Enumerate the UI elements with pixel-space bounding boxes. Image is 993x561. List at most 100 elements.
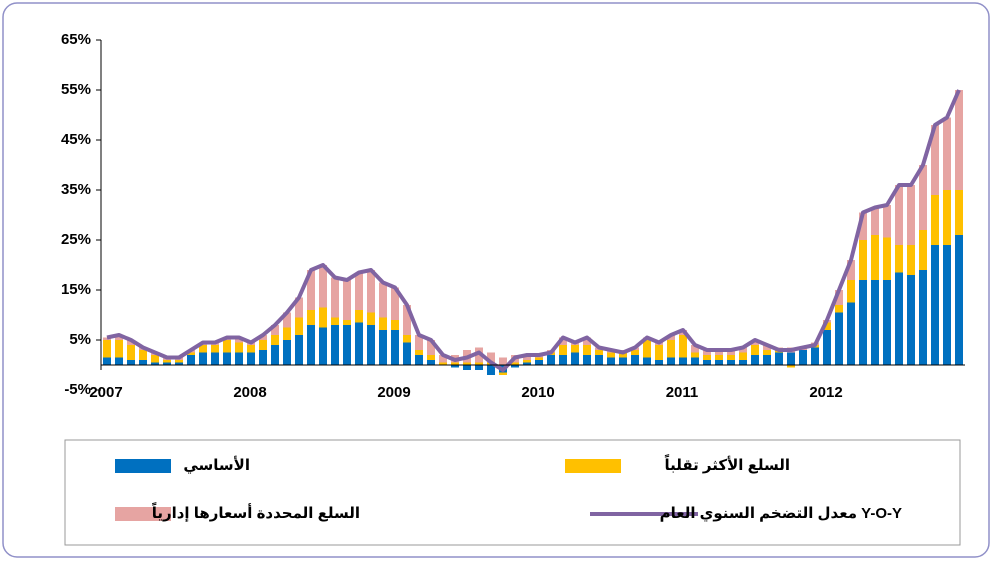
bar xyxy=(199,352,207,365)
bar xyxy=(319,265,327,308)
bar xyxy=(751,345,759,355)
bar xyxy=(739,360,747,365)
bar xyxy=(403,335,411,343)
bar xyxy=(367,325,375,365)
bar xyxy=(883,280,891,365)
bar xyxy=(787,365,795,368)
bar xyxy=(379,317,387,330)
bar xyxy=(535,360,543,365)
bar xyxy=(571,345,579,353)
bar xyxy=(271,325,279,335)
bar xyxy=(403,342,411,365)
bar xyxy=(655,345,663,360)
bar xyxy=(547,355,555,365)
bar xyxy=(475,362,483,365)
bar xyxy=(763,355,771,365)
bar xyxy=(367,270,375,313)
bar xyxy=(775,352,783,365)
bar xyxy=(343,320,351,325)
bar xyxy=(163,360,171,363)
y-tick-label: 5% xyxy=(69,331,91,348)
bar xyxy=(115,340,123,358)
bar xyxy=(715,360,723,365)
bar xyxy=(127,340,135,345)
bar xyxy=(859,280,867,365)
bar xyxy=(931,195,939,245)
bar xyxy=(259,340,267,350)
y-tick-label: 45% xyxy=(61,131,91,148)
bar xyxy=(523,362,531,365)
bar xyxy=(631,355,639,365)
bar xyxy=(583,345,591,355)
bar xyxy=(859,240,867,280)
bar xyxy=(727,350,735,355)
bar xyxy=(331,277,339,318)
bar xyxy=(163,362,171,365)
bar xyxy=(295,317,303,335)
y-tick-label: 25% xyxy=(61,231,91,248)
bar xyxy=(679,335,687,358)
bar xyxy=(319,307,327,328)
legend-swatch xyxy=(115,507,171,521)
bar xyxy=(895,245,903,273)
bar xyxy=(847,280,855,303)
bar xyxy=(199,345,207,353)
bar xyxy=(763,350,771,355)
y-tick-label: 15% xyxy=(61,281,91,298)
legend-label: السلع الأكثر تقلباً xyxy=(664,454,790,474)
bar xyxy=(715,355,723,360)
bar xyxy=(955,190,963,235)
bar xyxy=(523,355,531,360)
bar xyxy=(307,310,315,325)
bar xyxy=(439,362,447,365)
bar xyxy=(883,237,891,280)
bar xyxy=(235,352,243,365)
bar xyxy=(535,357,543,360)
bar xyxy=(307,270,315,310)
bar xyxy=(655,360,663,365)
bar xyxy=(451,365,459,368)
bar xyxy=(715,350,723,355)
x-tick-label: 2008 xyxy=(233,384,266,401)
bar xyxy=(415,335,423,350)
bar xyxy=(787,352,795,365)
bar xyxy=(955,90,963,190)
legend-label: معدل التضخم السنوي العام Y-O-Y xyxy=(660,505,902,523)
bar xyxy=(763,345,771,350)
bar xyxy=(739,347,747,353)
bar xyxy=(427,360,435,365)
bar xyxy=(871,207,879,235)
bar xyxy=(463,362,471,365)
bar xyxy=(931,125,939,195)
bar xyxy=(427,355,435,360)
line xyxy=(106,89,961,372)
x-tick-label: 2012 xyxy=(809,384,842,401)
bar xyxy=(283,327,291,340)
bar xyxy=(631,350,639,355)
bar xyxy=(211,345,219,353)
bar xyxy=(619,352,627,358)
bar xyxy=(295,297,303,318)
bar xyxy=(559,355,567,365)
bar xyxy=(139,350,147,360)
bar xyxy=(487,352,495,363)
bar xyxy=(379,330,387,365)
bar xyxy=(799,350,807,365)
bar xyxy=(427,340,435,355)
bar xyxy=(103,337,111,340)
bar xyxy=(175,362,183,365)
bar xyxy=(379,282,387,318)
bar xyxy=(943,190,951,245)
bar xyxy=(487,365,495,375)
bar xyxy=(139,360,147,365)
bar xyxy=(283,340,291,365)
bar xyxy=(355,322,363,365)
bar xyxy=(883,205,891,238)
bar xyxy=(595,355,603,365)
bar xyxy=(595,350,603,355)
bar xyxy=(895,185,903,245)
bar xyxy=(223,352,231,365)
bar xyxy=(103,357,111,365)
bar xyxy=(319,327,327,365)
